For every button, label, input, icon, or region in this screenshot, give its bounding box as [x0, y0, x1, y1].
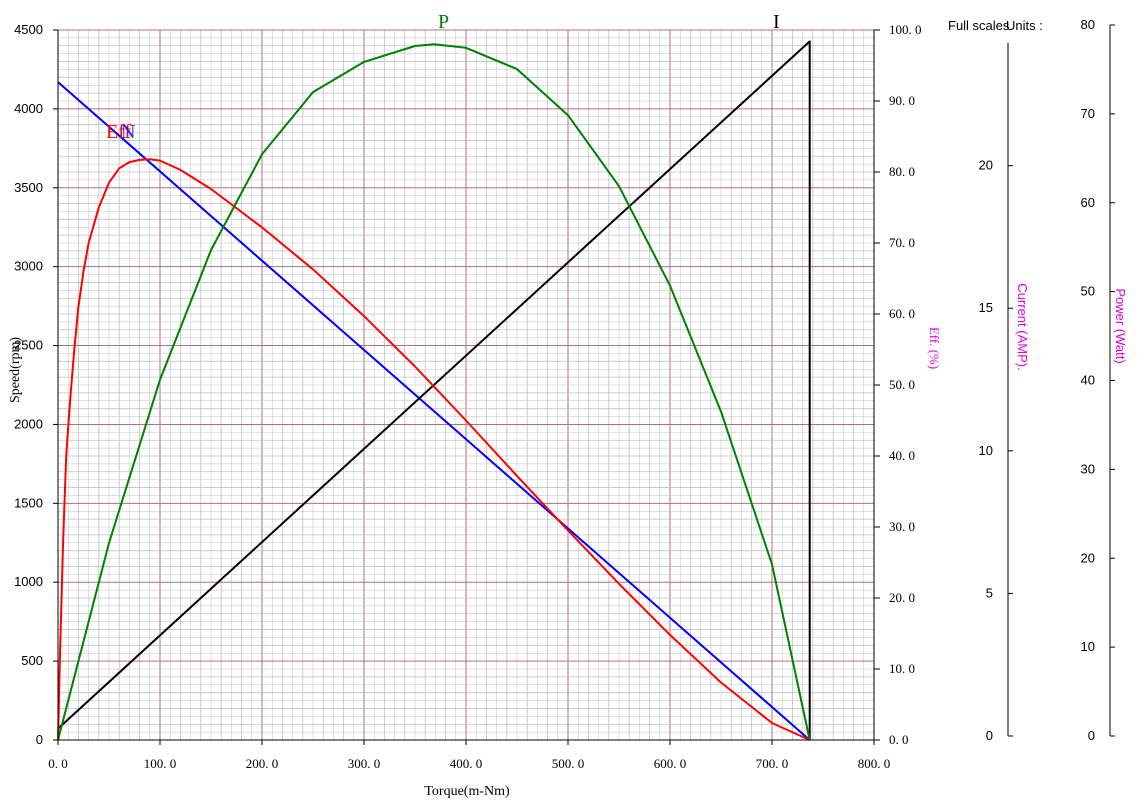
- power-axis-title: Power (Watt): [1113, 288, 1128, 363]
- x-tick-label: 100. 0: [144, 756, 177, 771]
- eff-tick-label: 90. 0: [889, 93, 915, 108]
- plot-grid: [57, 29, 875, 741]
- speed-tick-label: 3000: [14, 259, 43, 274]
- current-axis-title: Current (AMP).: [1015, 283, 1030, 370]
- full-scales-label: Full scales: [948, 18, 1010, 33]
- series-lines: [57, 40, 811, 741]
- speed-tick-label: 500: [21, 653, 43, 668]
- eff-tick-label: 50. 0: [889, 377, 915, 392]
- x-tick-label: 700. 0: [756, 756, 789, 771]
- x-axis-title: Torque(m-Nm): [424, 784, 510, 799]
- power-tick-label: 70: [1081, 106, 1095, 121]
- eff-tick-label: 60. 0: [889, 306, 915, 321]
- speed-tick-label: 1500: [14, 495, 43, 510]
- power-tick-label: 60: [1081, 195, 1095, 210]
- curve-label-eff: Eff: [106, 121, 132, 143]
- x-tick-label: 300. 0: [348, 756, 381, 771]
- speed-tick-label: 1000: [14, 574, 43, 589]
- speed-tick-label: 3500: [14, 180, 43, 195]
- power-tick-label: 0: [1088, 728, 1095, 743]
- speed-axis-title: Speed(rpm): [8, 337, 23, 403]
- eff-tick-label: 70. 0: [889, 235, 915, 250]
- speed-tick-label: 4000: [14, 101, 43, 116]
- eff-tick-label: 20. 0: [889, 590, 915, 605]
- curve-label-p: P: [438, 11, 449, 33]
- eff-tick-label: 30. 0: [889, 519, 915, 534]
- speed-tick-label: 2500: [14, 338, 43, 353]
- units-label: Units :: [1006, 18, 1043, 33]
- x-tick-label: 600. 0: [654, 756, 687, 771]
- current-tick-label: 15: [979, 300, 993, 315]
- current-tick-label: 10: [979, 443, 993, 458]
- current-tick-label: 0: [986, 728, 993, 743]
- current-tick-label: 20: [979, 158, 993, 173]
- eff-tick-label: 40. 0: [889, 448, 915, 463]
- eff-tick-label: 80. 0: [889, 164, 915, 179]
- eff-tick-label: 0. 0: [889, 732, 909, 747]
- power-tick-label: 10: [1081, 639, 1095, 654]
- series-line-p: [57, 43, 811, 741]
- series-line-i: [57, 40, 811, 740]
- power-tick-label: 30: [1081, 461, 1095, 476]
- power-tick-label: 20: [1081, 550, 1095, 565]
- series-line-n: [57, 81, 811, 741]
- speed-tick-label: 2000: [14, 416, 43, 431]
- current-tick-label: 5: [986, 585, 993, 600]
- series-line-eff: [57, 158, 811, 741]
- eff-tick-label: 100. 0: [889, 22, 922, 37]
- speed-tick-label: 4500: [14, 22, 43, 37]
- x-tick-label: 200. 0: [246, 756, 279, 771]
- power-tick-label: 80: [1081, 17, 1095, 32]
- power-tick-label: 50: [1081, 284, 1095, 299]
- eff-axis-title: Eff. (%): [927, 327, 942, 369]
- x-tick-label: 800. 0: [858, 756, 891, 771]
- x-tick-label: 500. 0: [552, 756, 585, 771]
- x-tick-label: 400. 0: [450, 756, 483, 771]
- axis-labels: 0. 0 100. 0 200. 0 300. 0 400. 0 500. 0 600. 0…: [14, 17, 1095, 771]
- axes: [53, 24, 1115, 745]
- speed-tick-label: 0: [36, 732, 43, 747]
- eff-tick-label: 10. 0: [889, 661, 915, 676]
- curve-label-n: N: [121, 121, 135, 143]
- curve-label-i: I: [773, 11, 780, 33]
- power-tick-label: 40: [1081, 373, 1095, 388]
- x-tick-label: 0. 0: [48, 756, 68, 771]
